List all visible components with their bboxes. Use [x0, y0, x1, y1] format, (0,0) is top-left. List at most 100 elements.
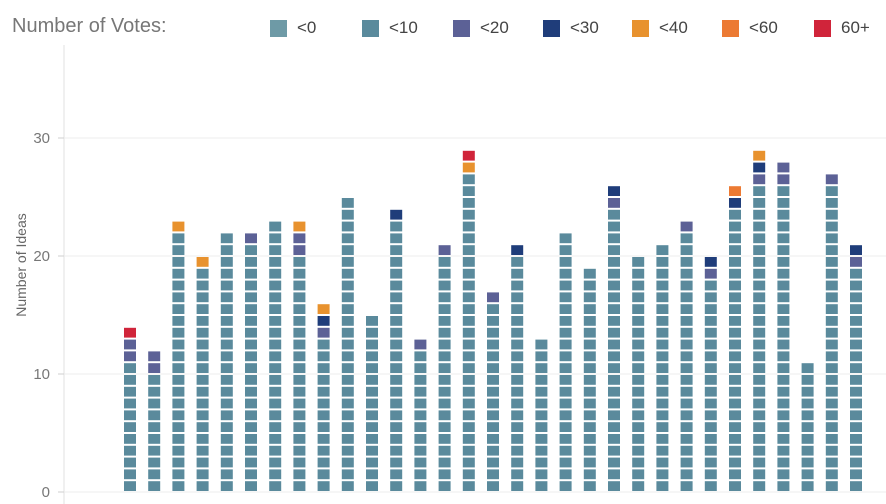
bar[interactable] [825, 174, 838, 491]
bar-segment [148, 481, 161, 491]
bar-segment [559, 280, 572, 291]
bar-segment [293, 375, 306, 385]
bar-segment [462, 410, 475, 421]
bar[interactable] [656, 245, 669, 491]
bar-segment [583, 422, 596, 432]
bar[interactable] [511, 245, 524, 491]
bar-segment [801, 469, 814, 480]
bar[interactable] [269, 221, 282, 491]
bar-segment [245, 481, 257, 491]
bar-segment [390, 268, 403, 279]
bar-segment [583, 398, 596, 409]
bar-segment [172, 375, 185, 385]
bar[interactable] [438, 245, 451, 491]
bar-segment [269, 316, 282, 326]
bar-segment [293, 363, 306, 373]
y-tick-label: 10 [33, 366, 50, 383]
bar-segment [729, 198, 741, 208]
bar-segment [196, 292, 209, 303]
bar-segment [729, 221, 741, 232]
bar[interactable] [341, 198, 354, 491]
bar-segment [850, 481, 862, 491]
legend-item[interactable]: 60+ [814, 18, 870, 38]
bar-segment [317, 316, 330, 326]
bar-segment [172, 233, 185, 244]
bar-segment [753, 245, 766, 255]
bar-segment [438, 339, 451, 350]
bar[interactable] [366, 316, 378, 491]
bar[interactable] [317, 304, 330, 491]
legend-item[interactable]: <40 [632, 18, 688, 38]
legend-item[interactable]: <30 [543, 18, 599, 38]
bar-segment [438, 268, 451, 279]
bar-segment [704, 327, 717, 338]
bar[interactable] [583, 268, 596, 491]
bar-segment [390, 304, 403, 314]
bar-segment [608, 457, 620, 468]
legend-swatch [362, 19, 379, 37]
bar-segment [704, 445, 717, 456]
legend-item[interactable]: <20 [453, 18, 509, 38]
y-tick-label: 30 [33, 130, 50, 147]
bar-segment [341, 245, 354, 255]
bar-segment [825, 268, 838, 279]
bar[interactable] [704, 257, 717, 491]
bar-segment [220, 280, 233, 291]
bar[interactable] [196, 257, 209, 491]
bar[interactable] [680, 221, 693, 491]
bar-segment [825, 351, 838, 362]
bar[interactable] [220, 233, 233, 491]
bar-segment [341, 363, 354, 373]
bar[interactable] [535, 339, 548, 491]
bar[interactable] [608, 186, 620, 491]
bar-segment [777, 410, 790, 421]
bar[interactable] [487, 292, 499, 491]
bar[interactable] [414, 339, 427, 491]
bar[interactable] [293, 221, 306, 491]
bar-segment [511, 375, 524, 385]
bar[interactable] [801, 363, 814, 491]
bar[interactable] [559, 233, 572, 491]
legend-label: <30 [570, 18, 599, 37]
legend-item[interactable]: <60 [722, 18, 778, 38]
bar-segment [220, 469, 233, 480]
legend-item[interactable]: <0 [270, 18, 316, 38]
bar[interactable] [777, 162, 790, 491]
bar-segment [341, 339, 354, 350]
bar[interactable] [729, 186, 741, 491]
bar-segment [390, 457, 403, 468]
bar-segment [801, 481, 814, 491]
bar[interactable] [172, 221, 185, 491]
bar[interactable] [148, 351, 161, 491]
bar-segment [390, 422, 403, 432]
bar-segment [269, 221, 282, 232]
bar-segment [341, 457, 354, 468]
legend-swatch [632, 19, 649, 37]
bar-segment [656, 410, 669, 421]
bar-segment [656, 445, 669, 456]
bar-segment [535, 398, 548, 409]
bar[interactable] [753, 150, 766, 491]
bar-segment [850, 398, 862, 409]
bar-segment [680, 280, 693, 291]
bar[interactable] [124, 327, 136, 491]
bar-segment [172, 221, 185, 232]
bar[interactable] [462, 150, 475, 491]
bar-segment [172, 469, 185, 480]
bar-segment [438, 469, 451, 480]
bar-segment [825, 339, 838, 350]
bar[interactable] [245, 233, 257, 491]
bar-segment [124, 434, 136, 444]
bar-segment [487, 304, 499, 314]
bar[interactable] [850, 245, 862, 491]
legend-item[interactable]: <10 [362, 18, 418, 38]
bar-segment [366, 481, 378, 491]
bar[interactable] [632, 257, 645, 491]
bar-segment [608, 209, 620, 220]
bar[interactable] [390, 209, 403, 491]
bar-segment [366, 351, 378, 362]
bar-segment [850, 339, 862, 350]
bar-segment [680, 245, 693, 255]
bar-segment [535, 339, 548, 350]
bar-segment [341, 257, 354, 267]
